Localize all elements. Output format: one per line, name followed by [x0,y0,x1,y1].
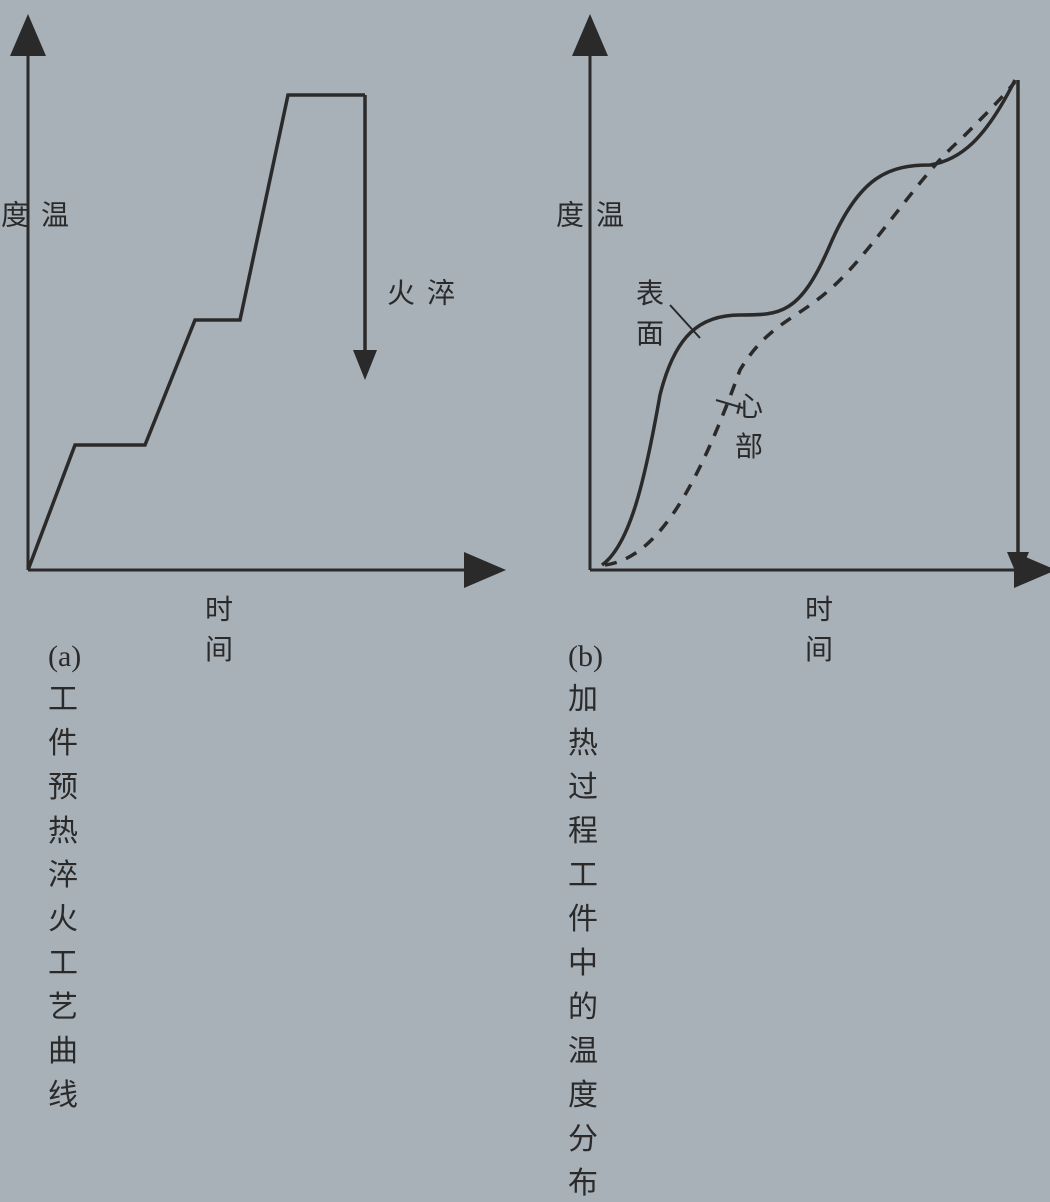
chart-b-caption: (b) 加热过程工件中的温度分布 [568,640,603,1202]
chart-b-svg [0,0,1050,700]
chart-b-core-label: 心部 [735,385,763,465]
chart-b-core-curve [605,82,1015,565]
chart-b-x-label: 时间 [805,588,833,668]
chart-a-caption: (a) 工件预热淬火工艺曲线 [48,640,81,1114]
chart-b-surface-leader [670,305,700,338]
chart-b-surface-label: 表面 [636,272,664,352]
chart-b-y-label: 温度 [547,200,627,234]
chart-b-drop-arrowhead [1007,552,1029,578]
